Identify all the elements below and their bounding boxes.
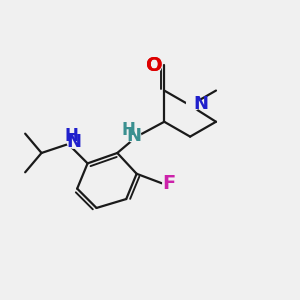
- Text: H: H: [65, 127, 79, 145]
- Text: N: N: [66, 133, 81, 151]
- Circle shape: [65, 129, 78, 142]
- Text: O: O: [146, 56, 162, 75]
- Circle shape: [187, 98, 200, 110]
- Circle shape: [128, 130, 141, 142]
- Circle shape: [122, 124, 135, 136]
- Text: O: O: [146, 56, 162, 75]
- Text: F: F: [163, 174, 176, 193]
- Text: N: N: [127, 127, 142, 145]
- Circle shape: [146, 58, 162, 73]
- Circle shape: [163, 177, 176, 190]
- Circle shape: [67, 135, 80, 148]
- Text: N: N: [193, 95, 208, 113]
- Text: H: H: [122, 121, 135, 139]
- Circle shape: [147, 59, 161, 72]
